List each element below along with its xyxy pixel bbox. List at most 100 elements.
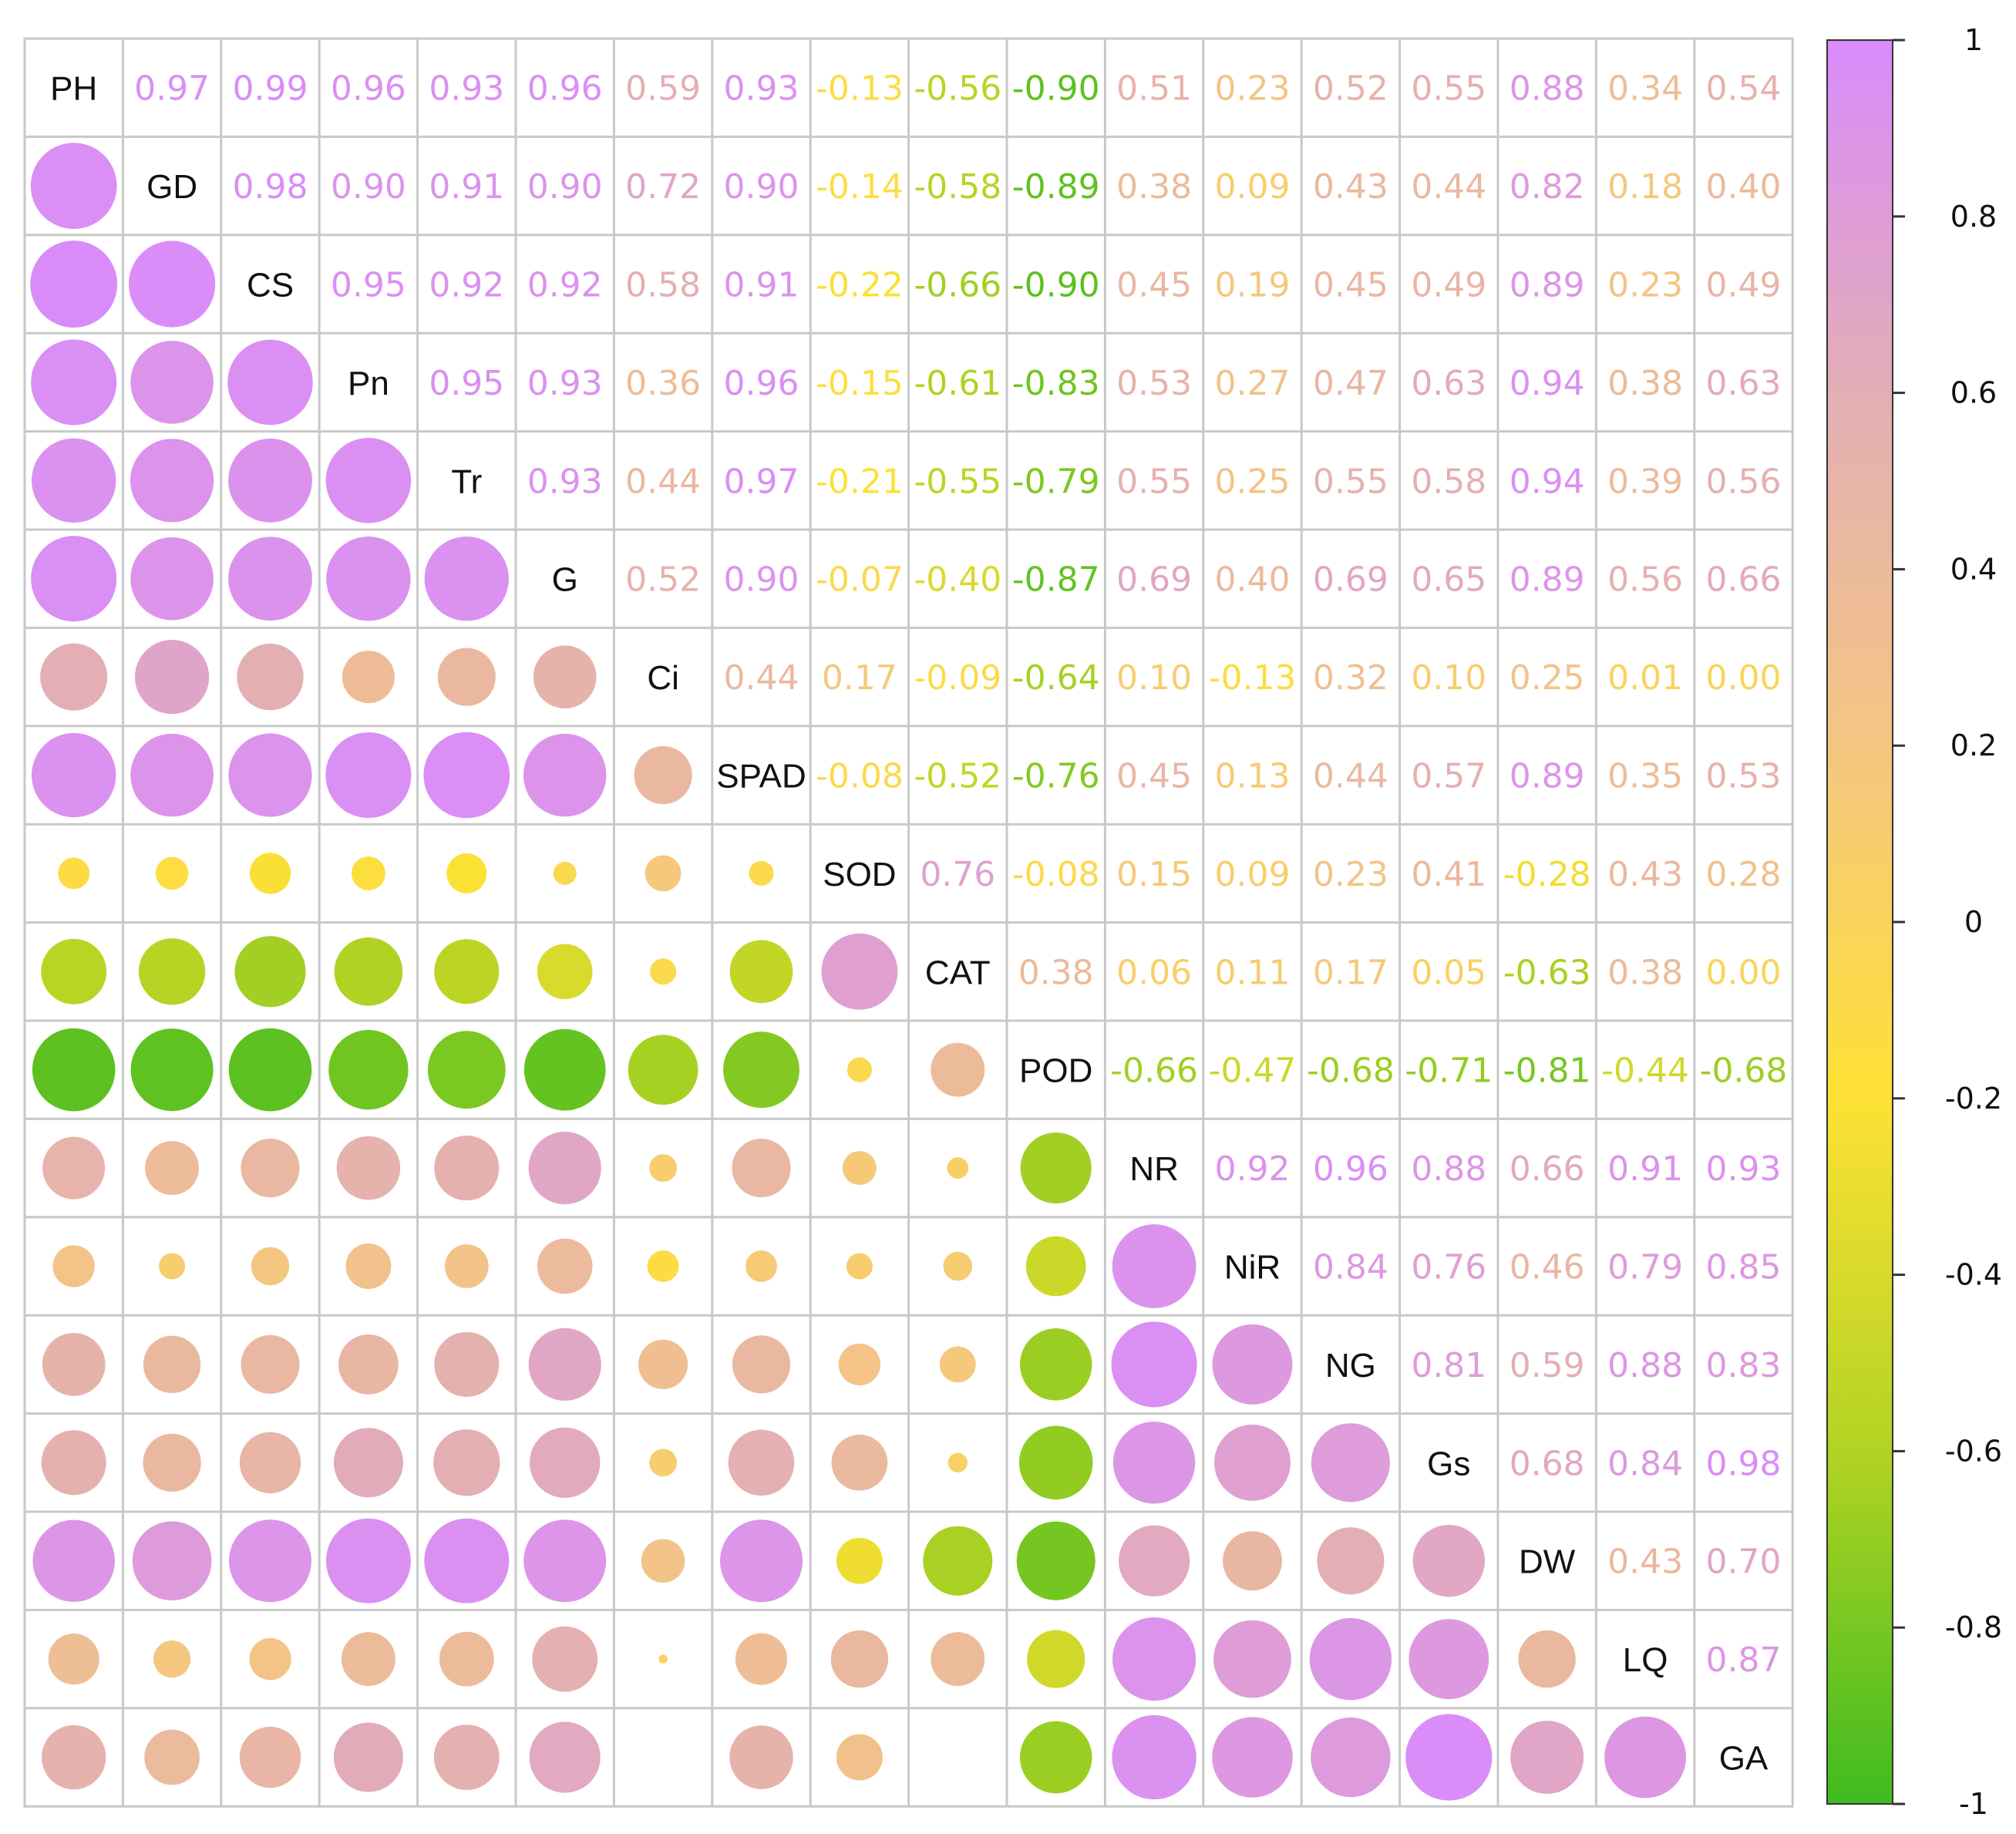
- correlation-circle: [130, 537, 214, 621]
- correlation-circle: [336, 1136, 401, 1200]
- correlation-value: -0.71: [1405, 1052, 1493, 1091]
- correlation-circle: [830, 1630, 889, 1688]
- variable-label-tr: Tr: [451, 463, 482, 500]
- correlation-circle: [130, 439, 214, 523]
- correlation-value: 0.38: [1018, 953, 1094, 992]
- correlation-value: 0.38: [1607, 953, 1683, 992]
- correlation-circle: [647, 1250, 679, 1282]
- correlation-circle: [1214, 1424, 1291, 1501]
- correlation-value: -0.21: [816, 462, 904, 501]
- variable-label-cat: CAT: [925, 954, 991, 991]
- correlation-value: -0.66: [914, 266, 1001, 305]
- correlation-circle: [1317, 1527, 1385, 1595]
- correlation-circle: [1112, 1422, 1196, 1504]
- correlation-value: 0.23: [1215, 69, 1291, 109]
- correlation-circle: [30, 241, 118, 328]
- correlation-value: 0.59: [1509, 1346, 1585, 1385]
- correlation-value: 0.39: [1607, 462, 1683, 501]
- variable-label-ng: NG: [1325, 1347, 1376, 1385]
- correlation-circle: [1111, 1321, 1197, 1408]
- correlation-circle: [628, 1035, 698, 1105]
- correlation-circle: [1025, 1236, 1086, 1297]
- correlation-circle: [32, 732, 116, 818]
- correlation-circle: [836, 1734, 883, 1781]
- variable-label-sod: SOD: [823, 856, 896, 893]
- correlation-circle: [52, 1245, 95, 1287]
- correlation-circle: [30, 143, 117, 229]
- variable-label-lq: LQ: [1623, 1641, 1668, 1679]
- correlation-circle: [427, 1031, 506, 1109]
- correlation-value: 0.56: [1607, 560, 1683, 600]
- variable-label-g: G: [552, 561, 578, 599]
- correlation-circle: [31, 339, 117, 426]
- correlation-circle: [423, 732, 510, 819]
- correlation-value: -0.81: [1503, 1052, 1591, 1091]
- correlation-value: 0.23: [1607, 266, 1683, 305]
- correlation-value: -0.90: [1012, 69, 1100, 109]
- correlation-circle: [638, 1339, 688, 1389]
- correlation-value: 0.83: [1706, 1346, 1782, 1385]
- correlation-circle: [532, 1626, 598, 1692]
- correlation-value: -0.63: [1503, 953, 1591, 992]
- correlation-value: -0.28: [1503, 855, 1591, 894]
- correlation-value: -0.08: [816, 757, 904, 796]
- correlation-circle: [1311, 1423, 1390, 1503]
- correlation-value: 0.18: [1607, 167, 1683, 207]
- correlation-value: 0.17: [1313, 953, 1388, 992]
- correlation-circle: [446, 853, 487, 893]
- correlation-circle: [41, 1430, 106, 1496]
- correlation-circle: [42, 1333, 106, 1396]
- correlation-value: 0.79: [1607, 1248, 1683, 1287]
- correlation-circle: [846, 1253, 873, 1280]
- correlation-circle: [249, 1637, 291, 1681]
- correlation-value: -0.89: [1012, 167, 1100, 207]
- correlation-circle: [649, 1154, 678, 1183]
- correlation-value: 0.38: [1116, 167, 1192, 207]
- correlation-value: 0.43: [1607, 1543, 1683, 1582]
- correlation-circle: [153, 1641, 191, 1678]
- correlation-value: 0.56: [1706, 462, 1782, 501]
- correlation-circle: [143, 1433, 201, 1492]
- correlation-value: 0.55: [1411, 69, 1486, 109]
- correlation-value: 0.09: [1215, 855, 1291, 894]
- correlation-circle: [40, 643, 108, 711]
- correlation-circle: [48, 1634, 99, 1685]
- correlation-circle: [42, 1725, 106, 1790]
- correlation-value: 0.25: [1215, 462, 1291, 501]
- correlation-value: 0.49: [1411, 266, 1486, 305]
- colorbar-ticks: 1 0.8 0.6 0.4 0.2 0 -0.2 -0.4 -0.6 -0.8 -1: [1893, 23, 2002, 1821]
- correlation-value: 0.96: [724, 364, 799, 403]
- correlation-circle: [32, 1519, 115, 1602]
- colorbar-gradient: [1826, 39, 1893, 1805]
- correlation-circle: [351, 856, 385, 890]
- correlation-value: -0.55: [914, 462, 1001, 501]
- correlation-circle: [130, 733, 214, 817]
- correlation-value: 0.84: [1313, 1248, 1388, 1287]
- correlation-circle: [1112, 1224, 1196, 1308]
- correlation-circle: [58, 857, 90, 890]
- correlation-circle: [650, 958, 677, 985]
- correlation-circle: [1405, 1714, 1493, 1801]
- correlation-circle: [523, 1519, 607, 1603]
- correlation-value: 0.88: [1509, 69, 1585, 109]
- correlation-value: -0.15: [816, 364, 904, 403]
- correlation-value: 0.44: [1313, 757, 1388, 796]
- correlation-value: 0.93: [527, 364, 603, 403]
- correlation-value: -0.14: [816, 167, 904, 207]
- correlation-value: 0.91: [429, 167, 504, 207]
- correlation-circle: [325, 438, 412, 523]
- correlation-circle: [32, 1028, 116, 1112]
- correlation-circle: [326, 537, 411, 621]
- colorbar-tick-label: -0.4: [1945, 1258, 2002, 1292]
- correlation-value: 0.27: [1215, 364, 1291, 403]
- correlation-value: 0.69: [1313, 560, 1388, 600]
- correlation-value: 0.85: [1706, 1248, 1782, 1287]
- correlation-value: 0.45: [1116, 266, 1192, 305]
- correlation-value: -0.87: [1012, 560, 1100, 600]
- correlation-circle: [947, 1157, 969, 1179]
- variable-label-gs: Gs: [1427, 1445, 1470, 1482]
- correlation-circle: [836, 1537, 883, 1584]
- correlation-value: 0.97: [724, 462, 799, 501]
- variable-label-nir: NiR: [1224, 1249, 1281, 1287]
